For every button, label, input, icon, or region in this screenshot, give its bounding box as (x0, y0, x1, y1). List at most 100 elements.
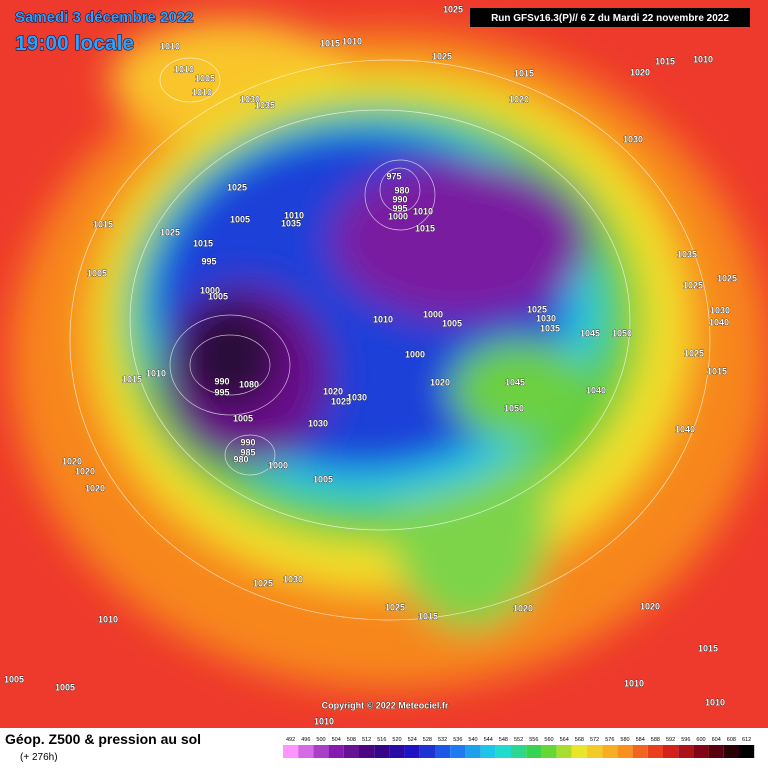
date: Samedi 3 décembre 2022 (15, 9, 193, 26)
scale-label: 568 (575, 737, 584, 743)
isobar-label: 1010 (146, 368, 166, 378)
scale-label: 500 (316, 737, 325, 743)
isobar-label: 1000 (268, 460, 288, 470)
local-time: 19:00 locale (15, 32, 134, 55)
isobar-label: 1025 (227, 182, 247, 192)
isobar-label: 1010 (624, 678, 644, 688)
isobar-label: 1035 (540, 323, 560, 333)
scale-swatch (298, 745, 314, 758)
scale-label: 536 (453, 737, 462, 743)
scale-swatch (283, 745, 299, 758)
isobar-label: 1015 (193, 238, 213, 248)
scale-label: 600 (696, 737, 705, 743)
isobar-label: 1020 (430, 377, 450, 387)
isobar-label: 1015 (320, 38, 340, 48)
scale-swatch (359, 745, 375, 758)
scale-label: 540 (468, 737, 477, 743)
scale-label: 512 (362, 737, 371, 743)
isobar-label: 1005 (233, 413, 253, 423)
scale-swatch (647, 745, 663, 758)
isobar-label: 1030 (308, 418, 328, 428)
scale-label: 524 (408, 737, 417, 743)
lead-time: (+ 276h) (20, 752, 58, 763)
scale-swatch (465, 745, 481, 758)
scale-swatch (374, 745, 390, 758)
scale-swatch (343, 745, 359, 758)
isobar-label: 1025 (717, 273, 737, 283)
isobar-label: 1000 (423, 309, 443, 319)
scale-swatch (556, 745, 572, 758)
legend-title: Géop. Z500 & pression au sol (5, 731, 201, 747)
isobar-label: 1010 (160, 41, 180, 51)
isobar-label: 1005 (442, 318, 462, 328)
isobar-label: 995 (392, 203, 407, 213)
isobar-label: 1035 (255, 100, 275, 110)
isobar-label: 1020 (509, 94, 529, 104)
isobar-label: 1015 (122, 374, 142, 384)
scale-label: 612 (742, 737, 751, 743)
isobar-label: 1010 (98, 614, 118, 624)
isobar-label: 1020 (513, 603, 533, 613)
isobar-label: 1005 (313, 474, 333, 484)
scale-label: 548 (499, 737, 508, 743)
isobar-label: 980 (394, 185, 409, 195)
scale-swatch (602, 745, 618, 758)
scale-swatch (328, 745, 344, 758)
isobar-label: 1015 (655, 56, 675, 66)
isobar-label: 1030 (710, 305, 730, 315)
isobar-label: 1025 (684, 348, 704, 358)
isobar-label: 1030 (536, 313, 556, 323)
isobar-label: 1020 (640, 601, 660, 611)
isobar-label: 1025 (443, 4, 463, 14)
isobar-label: 1050 (612, 328, 632, 338)
isobar-label: 1010 (705, 697, 725, 707)
isobar-label: 975 (386, 171, 401, 181)
isobar-label: 1025 (527, 304, 547, 314)
scale-swatch (632, 745, 648, 758)
isobar-label: 1020 (75, 466, 95, 476)
scale-swatch (708, 745, 724, 758)
isobar-label: 1005 (87, 268, 107, 278)
isobar-label: 1025 (253, 578, 273, 588)
scale-label: 560 (544, 737, 553, 743)
run-box (470, 8, 750, 27)
scale-label: 508 (347, 737, 356, 743)
scale-label: 496 (301, 737, 310, 743)
scale-swatch (511, 745, 527, 758)
isobar-label: 1010 (314, 716, 334, 726)
isobar-label: 1025 (160, 227, 180, 237)
scale-label: 596 (681, 737, 690, 743)
isobar-label: 1030 (240, 94, 260, 104)
isobar-label: 1010 (693, 54, 713, 64)
isobar-label: 1010 (413, 206, 433, 216)
scale-label: 520 (392, 737, 401, 743)
isobar-label: 1005 (55, 682, 75, 692)
isobar-label: 995 (201, 256, 216, 266)
isobar-label: 1025 (385, 602, 405, 612)
isobar-label: 1020 (630, 67, 650, 77)
scale-swatch (435, 745, 451, 758)
isobar-label: 1005 (208, 291, 228, 301)
isobar-label: 1030 (623, 134, 643, 144)
isobar-label: 1040 (675, 424, 695, 434)
isobar-label: 1025 (331, 396, 351, 406)
isobar-label: 1015 (707, 366, 727, 376)
scale-label: 580 (620, 737, 629, 743)
isobar-label: 985 (240, 447, 255, 457)
scale-label: 552 (514, 737, 523, 743)
isobar-label: 1020 (62, 456, 82, 466)
copyright: Copyright © 2022 Meteociel.fr (322, 700, 449, 710)
scale-label: 556 (529, 737, 538, 743)
scale-label: 564 (560, 737, 569, 743)
isobar-label: 1050 (504, 403, 524, 413)
scale-label: 504 (332, 737, 341, 743)
isobar-label: 990 (240, 437, 255, 447)
scale-swatch (526, 745, 542, 758)
isobar-label: 1045 (505, 377, 525, 387)
scale-swatch (571, 745, 587, 758)
scale-swatch (450, 745, 466, 758)
isobar-label: 1010 (373, 314, 393, 324)
isobar-label: 1035 (281, 218, 301, 228)
scale-label: 584 (636, 737, 645, 743)
